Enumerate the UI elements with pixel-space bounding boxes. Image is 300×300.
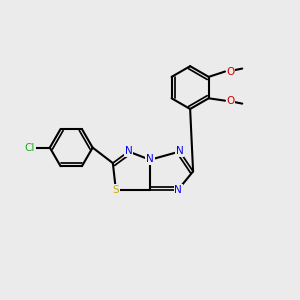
Text: Cl: Cl <box>25 142 35 153</box>
Text: N: N <box>146 154 154 164</box>
Text: O: O <box>226 67 235 76</box>
Text: N: N <box>176 146 184 156</box>
Text: N: N <box>174 185 182 195</box>
Text: N: N <box>125 146 133 156</box>
Text: O: O <box>226 96 235 106</box>
Text: S: S <box>112 185 119 195</box>
